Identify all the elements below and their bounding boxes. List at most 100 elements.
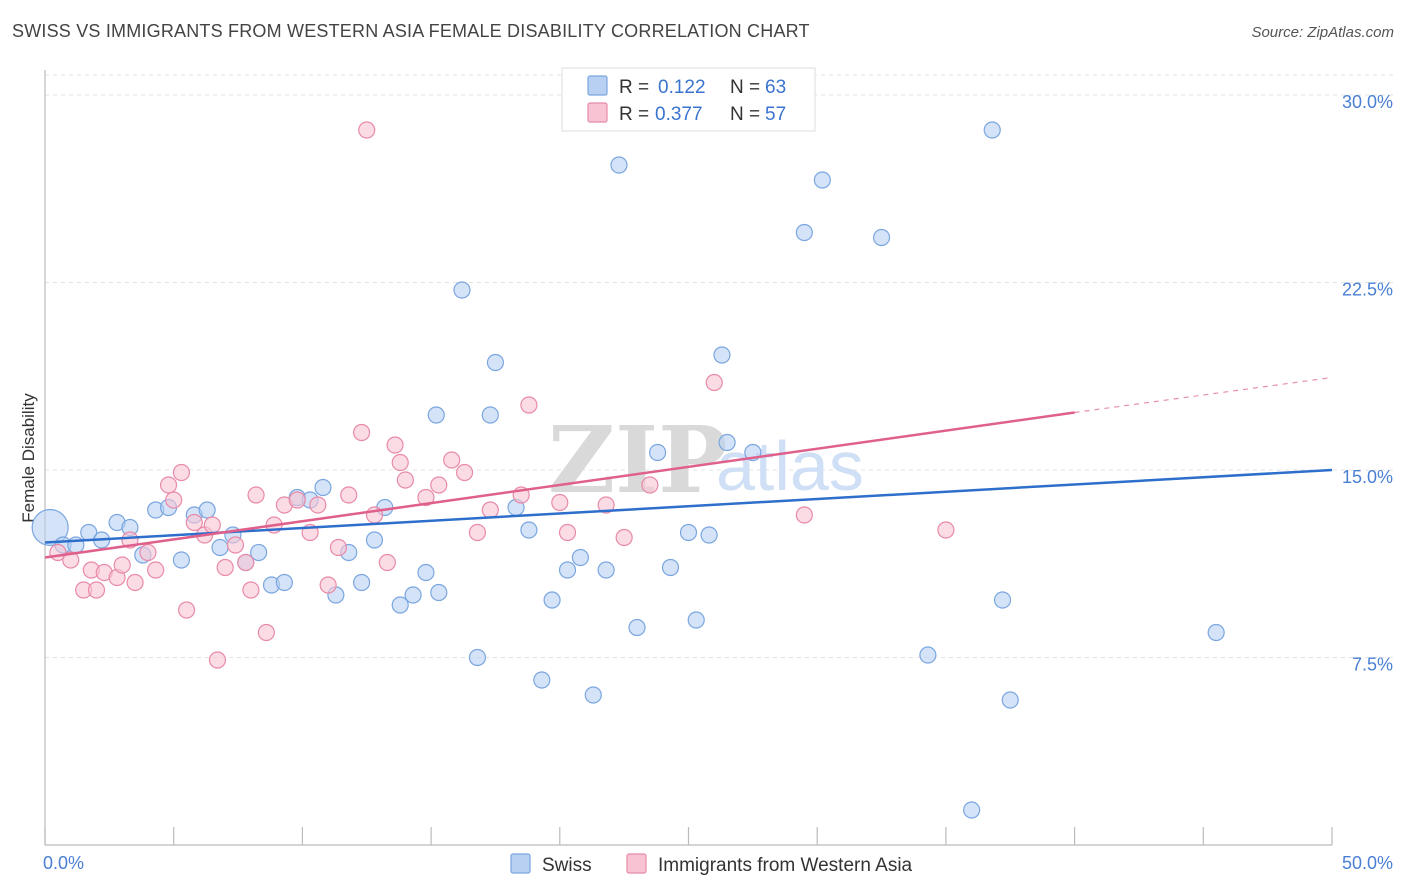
swiss-point (687, 611, 705, 629)
swiss-point (391, 596, 409, 614)
trend-lines (44, 376, 1333, 559)
trend-line-immigrants (44, 411, 1075, 559)
immigrants-point (237, 553, 255, 572)
swiss-point (543, 591, 561, 609)
y-tick-label: 7.5% (1352, 655, 1393, 675)
immigrants-point (172, 463, 191, 482)
immigrants-point (177, 601, 196, 619)
bottom-legend-label-immigrants: Immigrants from Western Asia (658, 855, 913, 876)
x-tick-label: 0.0% (43, 853, 84, 873)
immigrants-point (159, 476, 178, 494)
swiss-point (983, 121, 1001, 139)
legend-r-value: 0.122 (658, 77, 706, 98)
immigrants-point (340, 486, 358, 504)
swiss-point (198, 501, 216, 519)
immigrants-point (378, 553, 396, 572)
immigrants-point (358, 121, 376, 139)
y-axis-title: Female Disability (19, 393, 38, 523)
immigrants-point (481, 501, 499, 519)
bottom-legend-label-swiss: Swiss (542, 855, 592, 876)
immigrants-point (216, 558, 234, 577)
y-tick-label: 22.5% (1342, 280, 1393, 300)
legend-swatch-swiss (587, 75, 608, 96)
immigrants-point (386, 436, 404, 454)
swiss-point (427, 406, 445, 424)
legend-r-value: 0.377 (655, 104, 703, 125)
swiss-point (533, 671, 551, 689)
immigrants-point (795, 506, 813, 524)
swiss-point (700, 526, 718, 544)
immigrants-point (396, 471, 414, 489)
swiss-point (1001, 691, 1019, 709)
swiss-point (661, 558, 680, 577)
swiss-point (211, 538, 229, 557)
swiss-point (520, 521, 538, 539)
immigrants-point (417, 488, 435, 507)
x-ticks (44, 827, 1333, 845)
immigrants-point (641, 476, 659, 494)
swiss-point (649, 443, 667, 462)
immigrants-point (185, 513, 203, 532)
immigrants-point (551, 493, 569, 512)
swiss-point (597, 561, 615, 579)
swiss-point (250, 543, 268, 562)
immigrants-point (242, 581, 260, 599)
immigrants-point (257, 623, 275, 642)
immigrants-point (443, 451, 461, 469)
swiss-point (713, 346, 731, 364)
swiss-point (172, 551, 191, 569)
swiss-point (365, 531, 384, 549)
swiss-point (584, 686, 602, 704)
immigrants-point (139, 543, 157, 562)
immigrants-point (62, 551, 80, 569)
swiss-point (718, 433, 736, 452)
y-tick-label: 15.0% (1342, 467, 1393, 487)
immigrants-point (226, 536, 245, 554)
swiss-point (430, 583, 448, 602)
swiss-point (481, 406, 499, 424)
immigrants-point (597, 496, 615, 514)
immigrants-point (329, 538, 348, 557)
immigrants-point (147, 561, 165, 579)
series-immigrants-points (49, 121, 955, 669)
y-tick-label: 30.0% (1342, 92, 1393, 112)
trend-line-immigrants-extension (1074, 376, 1333, 414)
swiss-point (1207, 623, 1225, 642)
immigrants-point (113, 556, 131, 574)
legend-n-value: 57 (765, 104, 786, 125)
x-tick-labels: 0.0% 50.0% (43, 853, 1393, 873)
immigrants-point (520, 396, 538, 414)
immigrants-point (165, 491, 183, 509)
bottom-legend-swatch-immigrants (626, 853, 647, 874)
legend-swatch-immigrants (587, 102, 608, 123)
immigrants-point (288, 491, 306, 509)
immigrants-point (468, 523, 487, 542)
swiss-point (31, 508, 69, 547)
watermark: ZIP atlas (548, 406, 864, 514)
immigrants-point (87, 581, 106, 599)
swiss-point (872, 228, 891, 247)
x-tick-label: 50.0% (1342, 853, 1393, 873)
bottom-legend: Swiss Immigrants from Western Asia (510, 853, 913, 876)
legend-box: R = 0.122 N = 63 R = 0.377 N = 57 (561, 67, 816, 132)
immigrants-point (319, 576, 337, 594)
legend-r-label: R = (619, 77, 649, 98)
swiss-point (628, 618, 646, 637)
swiss-point (795, 223, 813, 242)
chart-title: SWISS VS IMMIGRANTS FROM WESTERN ASIA FE… (12, 21, 810, 41)
swiss-point (453, 281, 471, 299)
legend-n-label: N = (730, 104, 760, 125)
immigrants-point (937, 521, 955, 539)
watermark-atlas: atlas (716, 427, 864, 505)
swiss-point (314, 478, 332, 497)
swiss-point (558, 561, 577, 579)
immigrants-point (353, 423, 371, 442)
immigrants-point (203, 516, 221, 534)
immigrants-point (705, 373, 723, 392)
swiss-point (417, 563, 435, 582)
watermark-zip: ZIP (548, 406, 727, 514)
swiss-point (610, 156, 628, 174)
bottom-legend-swatch-swiss (510, 853, 531, 874)
swiss-point (963, 801, 981, 819)
